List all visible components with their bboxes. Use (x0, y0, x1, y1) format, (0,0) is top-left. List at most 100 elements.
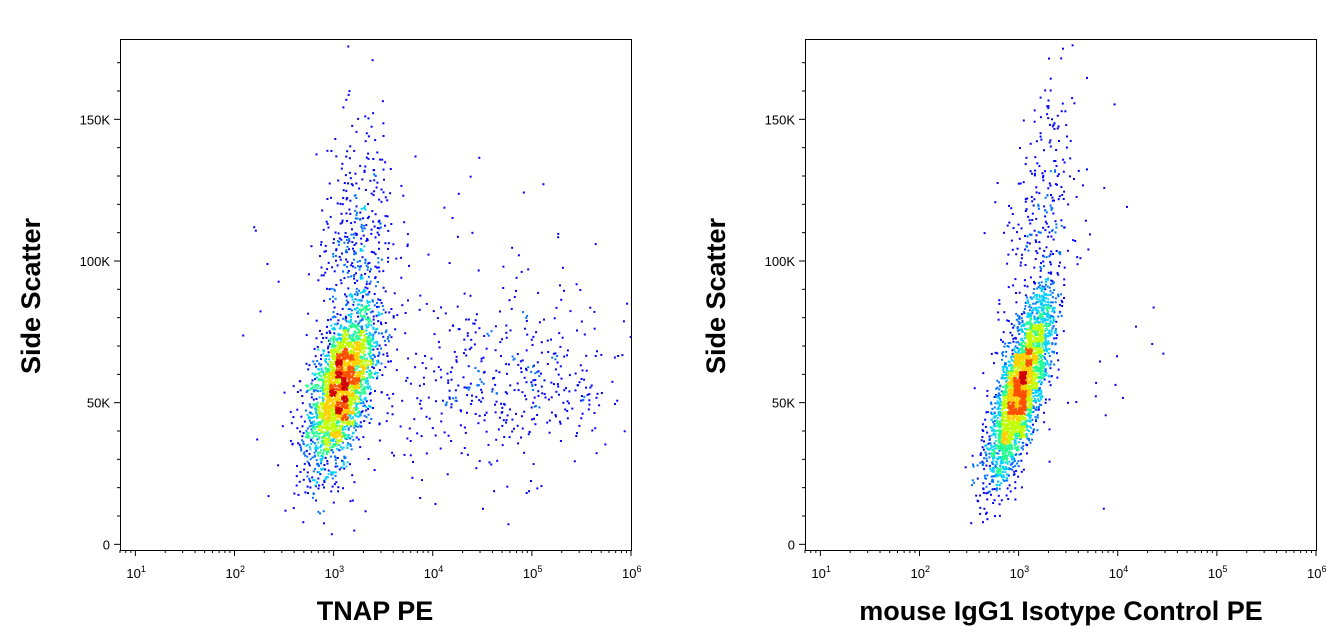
event-dot (330, 365, 333, 368)
event-dot (992, 421, 995, 423)
event-dot (1056, 114, 1059, 117)
event-dot (386, 337, 389, 340)
event-dot (354, 407, 357, 410)
event-dot (559, 440, 562, 442)
event-dot (376, 305, 378, 308)
event-dot (372, 407, 374, 409)
event-dot (339, 313, 342, 316)
event-dot (1043, 294, 1046, 296)
event-dot (345, 317, 347, 319)
event-dot (345, 395, 348, 398)
event-dot (482, 382, 485, 385)
event-dot (392, 392, 395, 395)
event-dot (370, 345, 373, 348)
event-dot (1015, 341, 1018, 344)
event-dot (377, 257, 380, 260)
event-dot (1116, 355, 1118, 358)
event-dot (325, 375, 328, 378)
event-dot (1032, 308, 1035, 311)
event-dot (337, 243, 340, 246)
event-dot (349, 373, 352, 376)
event-dot (1044, 364, 1047, 366)
event-dot (329, 364, 332, 367)
event-dot (536, 371, 539, 373)
event-dot (380, 301, 383, 304)
event-dot (1045, 343, 1048, 346)
event-dot (344, 428, 347, 431)
event-dot (343, 340, 346, 343)
event-dot (365, 308, 368, 311)
event-dot (319, 364, 322, 367)
event-dot (339, 429, 342, 432)
event-dot (1031, 310, 1034, 312)
event-dot (1024, 327, 1027, 330)
event-dot (360, 363, 363, 366)
event-dot (352, 303, 355, 306)
event-dot (338, 346, 341, 349)
event-dot (1043, 255, 1046, 258)
event-dot (537, 394, 540, 397)
event-dot (1004, 385, 1007, 388)
event-dot (342, 197, 345, 199)
event-dot (1042, 287, 1045, 290)
event-dot (372, 326, 375, 329)
event-dot (326, 434, 329, 436)
event-dot (1019, 264, 1022, 267)
event-dot (343, 370, 346, 373)
event-dot (997, 474, 1000, 477)
event-dot (590, 384, 593, 387)
event-dot (340, 418, 342, 421)
event-dot (315, 444, 318, 447)
event-dot (1030, 196, 1033, 198)
event-dot (990, 454, 993, 457)
event-dot (379, 222, 382, 225)
event-dot (1028, 408, 1031, 411)
event-dot (334, 459, 337, 462)
event-dot (354, 368, 357, 371)
event-dot (346, 388, 348, 391)
event-dot (370, 338, 373, 341)
event-dot (377, 311, 380, 314)
event-dot (341, 334, 344, 337)
event-dot (324, 422, 327, 425)
event-dot (367, 318, 370, 321)
event-dot (1024, 332, 1027, 335)
event-dot (457, 192, 460, 195)
event-dot (530, 406, 533, 409)
event-dot (1039, 96, 1042, 99)
event-dot (1032, 400, 1035, 402)
event-dot (1047, 235, 1050, 238)
event-dot (343, 338, 345, 341)
event-dot (331, 371, 334, 374)
event-dot (296, 408, 299, 411)
event-dot (330, 439, 333, 442)
event-dot (384, 366, 387, 369)
event-dot (1054, 301, 1057, 304)
event-dot (357, 397, 360, 400)
event-dot (477, 370, 480, 373)
event-dot (1038, 165, 1041, 168)
event-dot (1034, 302, 1037, 305)
event-dot (994, 201, 997, 204)
event-dot (400, 184, 403, 187)
event-dot (504, 391, 507, 394)
event-dot (1029, 276, 1032, 279)
event-dot (323, 382, 326, 385)
event-dot (299, 430, 302, 433)
event-dot (1025, 321, 1028, 324)
event-dot (361, 327, 364, 330)
event-dot (1041, 303, 1044, 306)
event-dot (333, 422, 336, 425)
event-dot (320, 243, 322, 246)
event-dot (343, 348, 346, 351)
event-dot (374, 390, 376, 392)
event-dot (356, 395, 358, 398)
event-dot (1037, 408, 1040, 411)
event-dot (322, 350, 325, 353)
event-dot (1024, 264, 1027, 266)
event-dot (1047, 335, 1050, 338)
event-dot (1012, 284, 1015, 287)
event-dot (1052, 317, 1055, 320)
event-dot (550, 411, 553, 414)
event-dot (1099, 360, 1101, 363)
